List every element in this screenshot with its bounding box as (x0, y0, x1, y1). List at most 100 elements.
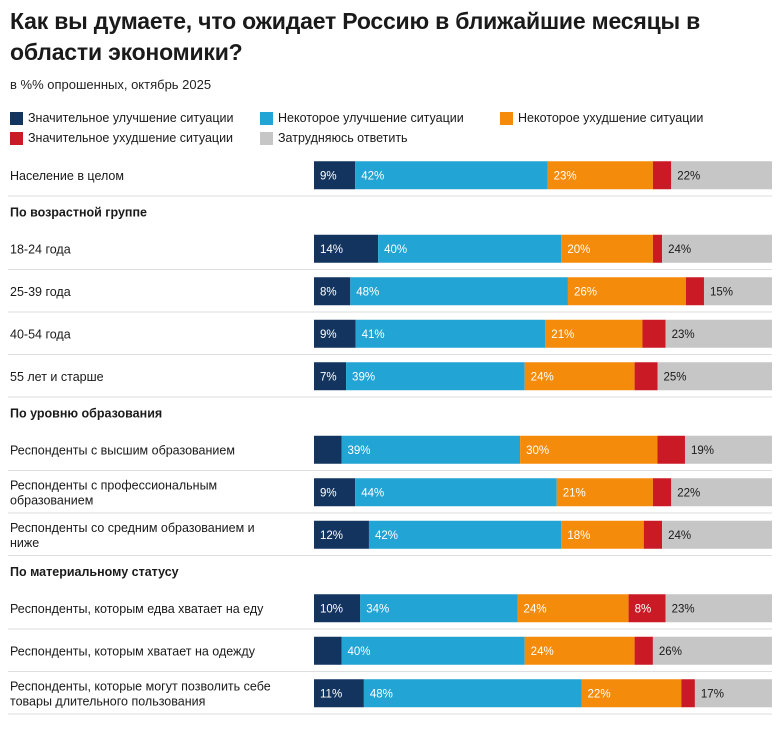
legend-swatch-some-worsening (500, 111, 513, 125)
bar-segment-strong-worsening (634, 636, 653, 665)
bar-segment-some-improvement (360, 594, 518, 623)
bar-segment-hard-to-say (684, 435, 772, 464)
bar-segment-strong-improvement (314, 161, 356, 190)
legend-item-strong-improvement: Значительное улучшение ситуации (10, 111, 260, 125)
bar-segment-hard-to-say (662, 234, 772, 263)
data-label-hard-to-say: 25% (664, 371, 687, 383)
bar-segment-some-improvement (346, 362, 525, 391)
data-label-some-worsening: 30% (526, 445, 549, 457)
legend-item-hard-to-say: Затрудняюсь ответить (260, 131, 408, 145)
data-label-strong-improvement: 9% (320, 170, 337, 182)
bar-segment-some-improvement (341, 636, 525, 665)
data-label-hard-to-say: 22% (677, 487, 700, 499)
category-label: Респонденты со средним образованием и (10, 521, 255, 535)
bar-segment-strong-worsening (643, 520, 663, 549)
bar-segment-strong-worsening (628, 594, 666, 623)
legend-swatch-strong-improvement (10, 111, 23, 125)
bar-segment-strong-improvement (314, 234, 379, 263)
bar-segment-strong-improvement (314, 277, 351, 306)
data-label-strong-worsening: 8% (635, 603, 652, 615)
bar-segment-hard-to-say (703, 277, 772, 306)
legend-item-some-improvement: Некоторое улучшение ситуации (260, 111, 500, 125)
data-label-hard-to-say: 24% (668, 244, 691, 256)
data-label-some-worsening: 24% (531, 646, 554, 658)
bar-segment-strong-improvement (314, 636, 342, 665)
data-label-some-worsening: 24% (531, 371, 554, 383)
data-label-some-improvement: 42% (375, 530, 398, 542)
bar-segment-some-worsening (545, 319, 643, 348)
category-label: Респонденты с профессиональным (10, 478, 217, 492)
legend-swatch-strong-worsening (10, 131, 23, 145)
category-label: Респонденты, которым хватает на одежду (10, 644, 256, 658)
category-label: 18-24 года (10, 242, 71, 256)
legend: Значительное улучшение ситуации Некоторо… (10, 108, 770, 148)
data-label-some-worsening: 23% (554, 170, 577, 182)
legend-row-1: Значительное улучшение ситуации Некоторо… (10, 108, 770, 128)
bar-segment-some-improvement (355, 161, 548, 190)
data-label-some-worsening: 21% (563, 487, 586, 499)
chart-subtitle: в %% опрошенных, октябрь 2025 (10, 77, 212, 92)
bar-segment-some-improvement (378, 234, 562, 263)
data-label-hard-to-say: 19% (691, 445, 714, 457)
category-label: ниже (10, 536, 39, 550)
data-label-some-worsening: 18% (567, 530, 590, 542)
bar-segment-hard-to-say (694, 679, 772, 708)
data-label-some-worsening: 24% (524, 603, 547, 615)
data-label-strong-improvement: 9% (320, 487, 337, 499)
legend-label-strong-worsening: Значительное ухудшение ситуации (28, 131, 234, 145)
data-label-strong-improvement: 9% (320, 329, 337, 341)
bar-segment-strong-worsening (652, 478, 672, 507)
data-label-some-improvement: 41% (362, 329, 385, 341)
category-label: 40-54 года (10, 327, 71, 341)
bar-segment-strong-worsening (685, 277, 704, 306)
bar-segment-some-worsening (524, 636, 635, 665)
data-label-hard-to-say: 23% (672, 603, 695, 615)
bar-segment-strong-worsening (681, 679, 695, 708)
legend-swatch-some-improvement (260, 111, 273, 125)
bar-segment-hard-to-say (652, 636, 772, 665)
bar-segment-some-worsening (547, 161, 653, 190)
data-label-strong-improvement: 7% (320, 371, 337, 383)
bar-segment-strong-worsening (642, 319, 666, 348)
data-label-some-improvement: 48% (370, 688, 393, 700)
data-label-strong-improvement: 14% (320, 244, 343, 256)
category-label: Респонденты, которым едва хватает на еду (10, 602, 264, 616)
bar-segment-strong-improvement (314, 679, 364, 708)
bar-segment-some-improvement (350, 277, 568, 306)
bar-segment-some-worsening (520, 435, 658, 464)
bar-segment-strong-worsening (652, 161, 672, 190)
bar-segment-some-worsening (567, 277, 686, 306)
data-label-some-improvement: 48% (356, 286, 379, 298)
data-label-some-worsening: 21% (551, 329, 574, 341)
bar-segment-strong-worsening (657, 435, 685, 464)
data-label-strong-improvement: 10% (320, 603, 343, 615)
bar-segment-hard-to-say (671, 161, 772, 190)
bar-segment-strong-improvement (314, 362, 347, 391)
bar-segment-some-improvement (363, 679, 582, 708)
chart-title: Как вы думаете, что ожидает Россию в бли… (10, 8, 701, 65)
bar-segment-hard-to-say (657, 362, 772, 391)
bar-segment-strong-worsening (652, 234, 663, 263)
category-label: Респонденты с высшим образованием (10, 443, 235, 457)
data-label-strong-improvement: 8% (320, 286, 337, 298)
legend-item-some-worsening: Некоторое ухудшение ситуации (500, 111, 703, 125)
data-label-some-improvement: 39% (347, 445, 370, 457)
group-heading: По материальному статусу (10, 565, 179, 579)
bar-segment-some-worsening (581, 679, 682, 708)
bar-segment-strong-improvement (314, 435, 342, 464)
data-label-strong-improvement: 11% (320, 688, 342, 700)
data-label-strong-improvement: 12% (320, 530, 343, 542)
legend-label-strong-improvement: Значительное улучшение ситуации (28, 111, 234, 125)
data-label-some-improvement: 40% (347, 646, 370, 658)
legend-item-strong-worsening: Значительное ухудшение ситуации (10, 131, 260, 145)
data-label-hard-to-say: 22% (677, 170, 700, 182)
group-heading: По возрастной группе (10, 206, 147, 220)
data-label-some-improvement: 44% (361, 487, 384, 499)
category-label: 55 лет и старше (10, 370, 104, 384)
category-label: образованием (10, 493, 93, 507)
data-label-hard-to-say: 23% (672, 329, 695, 341)
data-label-some-worsening: 20% (567, 244, 590, 256)
data-label-some-worsening: 22% (588, 688, 611, 700)
bar-segment-hard-to-say (665, 594, 772, 623)
